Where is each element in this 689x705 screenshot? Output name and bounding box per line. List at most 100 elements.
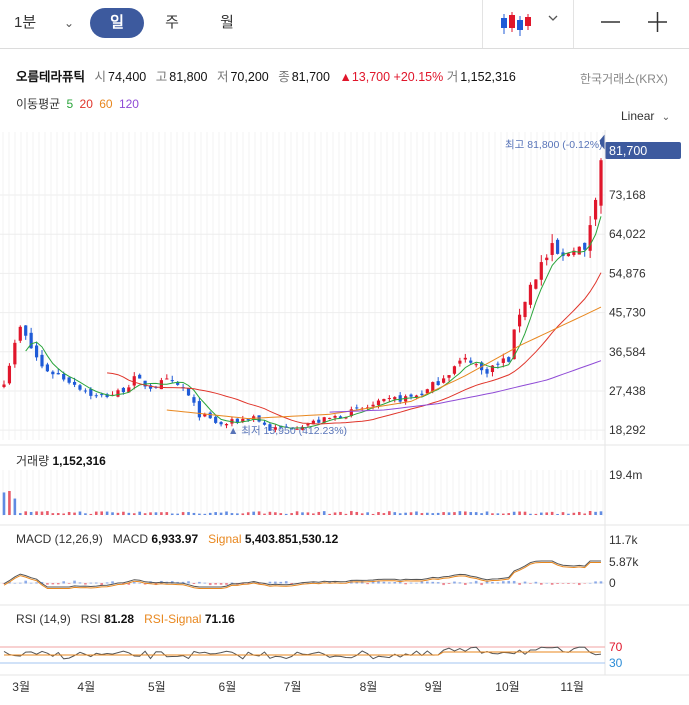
candle-body [24,325,28,336]
macd-histogram-bar [170,581,174,584]
candle-body [116,390,120,397]
tab-month[interactable]: 월 [220,14,234,31]
macd-histogram-bar [89,582,93,584]
chart-type-button[interactable] [496,8,566,38]
candle-body [398,395,402,402]
minus-icon [601,21,620,23]
y-tick-label: 54,876 [609,266,646,280]
zoom-in-button[interactable] [643,8,673,38]
open-value: 74,400 [108,70,147,84]
volume-bar [404,512,407,515]
candle-body [409,394,413,397]
candle-body [89,389,93,396]
volume-bar [187,512,190,515]
volume-bar [143,513,147,515]
tab-day[interactable]: 일 [90,8,144,38]
macd-histogram-bar [512,580,516,584]
ma-60-line [166,306,602,420]
candle-body [572,250,576,255]
volume-bar [132,513,136,515]
low-annotation: ▲ 최저 15,950 (412.23%) [228,425,347,437]
rsi-signal-label: RSI-Signal [144,612,202,626]
volume-bar [377,512,380,515]
tab-week[interactable]: 주 [165,14,179,31]
open-label: 시 [94,70,107,84]
exchange-label: 한국거래소(KRX) [580,72,668,86]
candle-body [45,364,50,372]
candlestick-icon [501,12,558,36]
candle-body [138,374,142,379]
candle-body [29,332,33,349]
macd-histogram-bar [474,580,478,584]
macd-histogram-bar [40,581,44,584]
volume-bar [344,513,348,515]
high-label: 고 [155,70,168,84]
ma-60-label[interactable]: 60 [99,97,113,111]
scale-select[interactable]: Linear ⌄ [621,109,670,123]
volume-bar [317,511,321,515]
volume-title: 거래량 [16,454,50,468]
candle-body [463,357,467,360]
candle-body [496,363,500,365]
interval-select[interactable]: 1분 ⌄ [14,8,84,38]
volume-label: 거 [446,70,459,84]
volume-panel-title: 거래량 1,152,316 [16,452,106,469]
macd-histogram-bar [404,583,407,585]
chevron-down-icon: ⌄ [64,16,75,30]
ma-20-label[interactable]: 20 [79,97,93,111]
volume-y-tick-label: 19.4m [609,468,642,482]
macd-title: MACD (12,26,9) [16,532,103,546]
volume-bar [198,513,201,515]
candle-body [290,428,294,430]
macd-histogram-bar [409,582,413,584]
x-tick-label: 10월 [495,680,519,694]
x-tick-label: 5월 [148,680,166,694]
candle-body [246,419,250,421]
macd-histogram-bar [246,583,250,584]
macd-histogram-bar [469,582,473,584]
candle-body [72,381,77,385]
candle-body [100,394,104,396]
macd-histogram-bar [127,583,131,585]
x-tick-label: 7월 [284,680,302,694]
candle-body [311,420,315,425]
candle-body [51,371,55,375]
high-value: 81,800 [169,70,208,84]
volume-bar [393,512,397,515]
volume-bar [426,512,429,515]
candle-body [18,326,22,341]
volume-bar [360,513,364,515]
volume-bar [40,511,44,515]
volume-bar [599,511,603,515]
volume-bar [366,512,369,515]
macd-y-tick-label: 11.7k [609,533,638,547]
volume-bar [594,511,597,515]
x-tick-label: 3월 [12,680,30,694]
ma-120-label[interactable]: 120 [118,97,139,111]
candle-body [517,314,522,327]
quote-summary: 오름테라퓨틱 시 74,400 고 81,800 저 70,200 종 81,700 ▲… [16,66,522,85]
macd-histogram-bar [46,583,49,585]
candle-body [420,393,424,396]
candle-body [566,253,571,257]
candle-body [268,424,272,431]
volume-bar [306,512,310,515]
macd-histogram-bar [219,583,223,585]
volume-bar [409,512,413,515]
macd-histogram-bar [24,580,28,584]
volume-bar [252,511,255,515]
candle-body [528,284,533,305]
candle-body [34,345,39,358]
macd-histogram-bar [588,582,592,584]
volume-bar [274,512,277,515]
ma-5-label[interactable]: 5 [66,97,74,111]
close-label: 종 [278,70,290,84]
macd-histogram-bar [599,581,603,584]
macd-histogram-bar [67,583,71,584]
candle-body [176,381,180,385]
volume-bar [170,513,174,515]
zoom-out-button[interactable] [596,8,626,38]
volume-bar [24,511,28,515]
candle-body [393,397,397,400]
